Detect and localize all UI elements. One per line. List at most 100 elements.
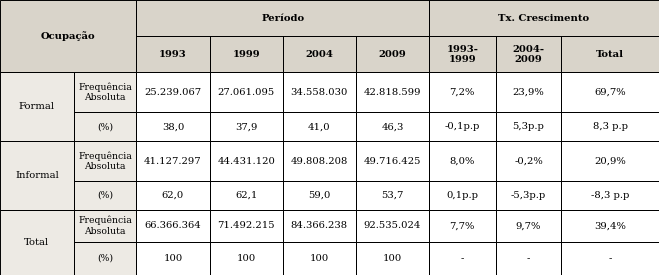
Bar <box>356 181 429 210</box>
Bar <box>283 72 356 112</box>
Text: 84.366.238: 84.366.238 <box>291 221 348 230</box>
Text: 2004-
2009: 2004- 2009 <box>513 45 544 64</box>
Text: 1999: 1999 <box>233 50 260 59</box>
Bar <box>496 36 561 72</box>
Bar <box>429 242 496 275</box>
Bar <box>429 141 496 181</box>
Text: 23,9%: 23,9% <box>513 88 544 97</box>
Bar <box>136 72 210 112</box>
Bar <box>210 112 283 141</box>
Bar <box>210 72 283 112</box>
Bar <box>429 112 496 141</box>
Bar <box>496 141 561 181</box>
Bar <box>0 0 136 72</box>
Bar <box>74 242 136 275</box>
Bar <box>74 181 136 210</box>
Bar <box>210 112 283 141</box>
Bar <box>283 141 356 181</box>
Text: (%): (%) <box>97 191 113 200</box>
Text: 59,0: 59,0 <box>308 191 330 200</box>
Bar <box>429 181 496 210</box>
Bar <box>496 72 561 112</box>
Bar <box>356 72 429 112</box>
Bar <box>210 242 283 275</box>
Bar <box>356 242 429 275</box>
Text: 100: 100 <box>237 254 256 263</box>
Bar <box>496 210 561 242</box>
Text: Período: Período <box>261 14 304 23</box>
Bar <box>496 181 561 210</box>
Bar <box>0 210 74 275</box>
Bar <box>283 242 356 275</box>
Bar <box>561 181 659 210</box>
Bar <box>74 72 136 112</box>
Bar <box>496 242 561 275</box>
Bar <box>429 72 496 112</box>
Bar <box>356 112 429 141</box>
Text: (%): (%) <box>97 122 113 131</box>
Bar <box>496 72 561 112</box>
Bar <box>429 0 659 36</box>
Text: 20,9%: 20,9% <box>594 157 626 166</box>
Text: 9,7%: 9,7% <box>516 221 541 230</box>
Text: 38,0: 38,0 <box>162 122 184 131</box>
Bar <box>210 141 283 181</box>
Text: 25.239.067: 25.239.067 <box>144 88 202 97</box>
Bar <box>561 141 659 181</box>
Bar <box>283 181 356 210</box>
Bar <box>74 112 136 141</box>
Bar <box>283 36 356 72</box>
Text: 53,7: 53,7 <box>382 191 403 200</box>
Bar <box>136 0 429 36</box>
Bar <box>283 36 356 72</box>
Text: 41,0: 41,0 <box>308 122 331 131</box>
Bar <box>136 242 210 275</box>
Bar <box>210 242 283 275</box>
Bar <box>136 112 210 141</box>
Text: 2004: 2004 <box>305 50 333 59</box>
Text: Frequência
Absoluta: Frequência Absoluta <box>78 82 132 102</box>
Bar <box>283 242 356 275</box>
Text: 1993-
1999: 1993- 1999 <box>446 45 478 64</box>
Bar <box>74 141 136 181</box>
Text: 44.431.120: 44.431.120 <box>217 157 275 166</box>
Text: 49.716.425: 49.716.425 <box>364 157 421 166</box>
Bar <box>496 141 561 181</box>
Text: 62,0: 62,0 <box>162 191 184 200</box>
Bar <box>210 141 283 181</box>
Text: -0,1p.p: -0,1p.p <box>445 122 480 131</box>
Bar <box>74 181 136 210</box>
Bar <box>136 181 210 210</box>
Bar <box>136 181 210 210</box>
Text: 0,1p.p: 0,1p.p <box>446 191 478 200</box>
Bar <box>136 112 210 141</box>
Bar <box>429 36 496 72</box>
Bar <box>561 72 659 112</box>
Text: 5,3p.p: 5,3p.p <box>513 122 544 131</box>
Bar <box>429 72 496 112</box>
Bar <box>136 210 210 242</box>
Bar <box>0 141 74 210</box>
Bar <box>561 36 659 72</box>
Text: -0,2%: -0,2% <box>514 157 543 166</box>
Text: 2009: 2009 <box>378 50 407 59</box>
Bar <box>356 242 429 275</box>
Text: -8,3 p.p: -8,3 p.p <box>591 191 629 200</box>
Bar <box>283 210 356 242</box>
Bar <box>356 210 429 242</box>
Bar <box>283 72 356 112</box>
Text: -5,3p.p: -5,3p.p <box>511 191 546 200</box>
Bar <box>210 181 283 210</box>
Bar <box>0 72 74 141</box>
Bar <box>356 112 429 141</box>
Bar <box>429 0 659 36</box>
Text: (%): (%) <box>97 254 113 263</box>
Bar <box>561 72 659 112</box>
Text: 37,9: 37,9 <box>235 122 257 131</box>
Bar <box>429 141 496 181</box>
Bar <box>561 181 659 210</box>
Text: 49.808.208: 49.808.208 <box>291 157 348 166</box>
Bar <box>136 242 210 275</box>
Bar <box>496 36 561 72</box>
Bar <box>136 36 210 72</box>
